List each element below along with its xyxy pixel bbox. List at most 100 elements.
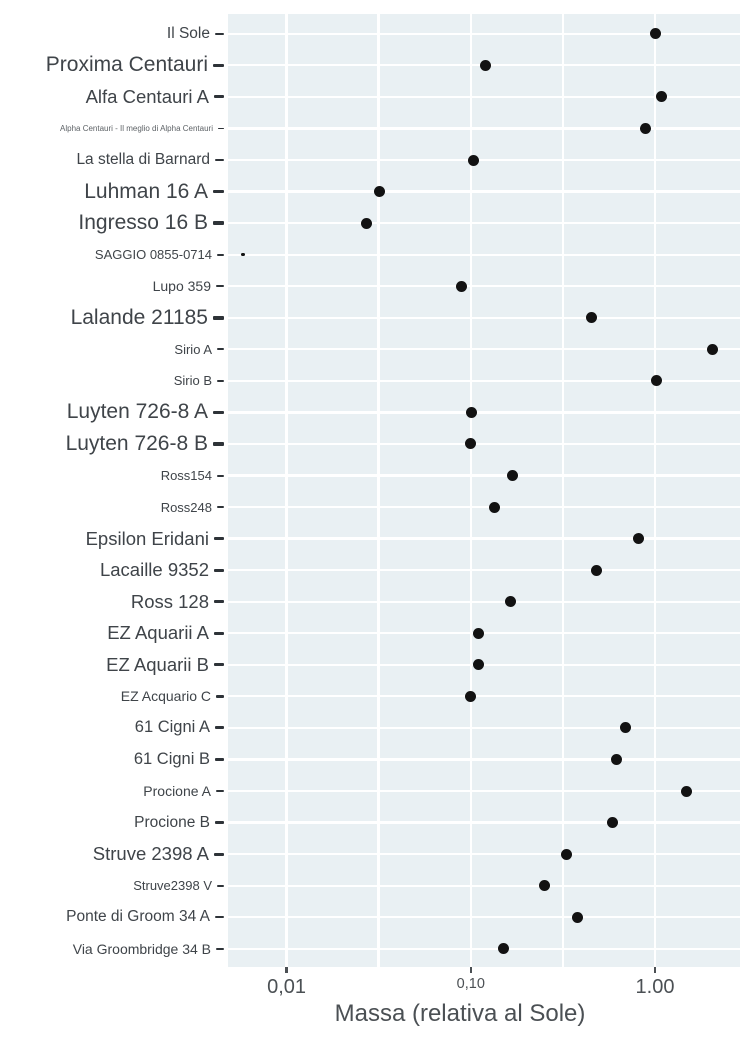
y-gridline	[228, 632, 740, 635]
y-axis-tick-mark	[214, 852, 224, 856]
y-axis-label-row: Procione B	[0, 807, 224, 839]
y-gridline	[228, 758, 740, 761]
y-axis-label-row: 61 Cigni B	[0, 743, 224, 775]
y-axis-tick-mark	[215, 32, 224, 36]
x-axis-tick-mark	[653, 967, 657, 973]
y-axis-tick-mark	[213, 410, 224, 415]
data-point	[488, 501, 500, 513]
data-point	[472, 659, 484, 671]
y-axis-label: 61 Cigni A	[134, 718, 210, 737]
y-gridline	[228, 379, 740, 382]
y-axis-label: Procione A	[143, 783, 211, 799]
data-point	[506, 470, 518, 481]
y-gridline	[228, 852, 740, 856]
y-axis-label: Lacaille 9352	[99, 559, 209, 581]
y-axis-label: Sirio A	[174, 341, 212, 357]
data-point	[681, 785, 693, 797]
y-axis-tick-mark	[213, 63, 224, 68]
y-gridline	[228, 285, 740, 288]
y-axis-label: Via Groombridge 34 B	[72, 940, 211, 957]
y-axis-label: Luyten 726-8 A	[66, 400, 208, 424]
y-gridline	[228, 190, 740, 193]
y-axis-label-row: Ingresso 16 B	[0, 207, 224, 239]
y-axis-label: Struve2398 V	[133, 878, 212, 894]
y-axis-label-row: Luhman 16 A	[0, 176, 224, 208]
y-axis-label: Epsilon Eridani	[85, 527, 209, 549]
y-axis-label: Il Sole	[166, 24, 210, 42]
y-axis-tick-mark	[216, 947, 224, 950]
y-axis-label: La stella di Barnard	[76, 151, 210, 168]
data-point	[505, 596, 517, 608]
y-axis-tick-mark	[216, 789, 224, 793]
y-gridline	[228, 221, 740, 225]
y-axis-label-row: Proxima Centauri	[0, 49, 224, 81]
y-axis-label-row: Lalande 21185	[0, 302, 224, 334]
y-gridline	[228, 95, 740, 99]
y-axis-label: Lalande 21185	[70, 305, 208, 329]
y-axis-tick-mark	[215, 915, 224, 919]
y-axis-tick-mark	[214, 537, 224, 541]
y-axis-label: EZ Aquarii B	[106, 653, 209, 675]
y-axis-label-row: Ross 128	[0, 586, 224, 618]
y-gridline	[228, 442, 740, 446]
y-gridline	[228, 821, 740, 824]
y-axis-tick-mark	[215, 726, 224, 730]
y-gridline	[228, 474, 740, 477]
y-axis-tick-mark	[217, 884, 224, 887]
data-point	[656, 91, 668, 103]
y-axis-label: Alpha Centauri - Il meglio di Alpha Cent…	[60, 123, 213, 133]
y-axis-label: Alfa Centauri A	[85, 85, 209, 107]
y-axis-label: EZ Aquarii A	[107, 622, 209, 644]
x-gridline	[377, 14, 380, 967]
y-axis-label-row: Struve2398 V	[0, 870, 224, 902]
data-point	[585, 312, 597, 324]
y-axis-label: Ross154	[160, 468, 212, 483]
y-axis-label-row: Ponte di Groom 34 A	[0, 901, 224, 933]
y-axis-label-row: EZ Aquarii A	[0, 617, 224, 649]
y-gridline	[228, 127, 740, 130]
y-gridline	[228, 695, 740, 698]
y-axis-label: Luyten 726-8 B	[65, 431, 208, 455]
x-axis-tick-label: 0,01	[267, 976, 307, 998]
y-axis-label-row: EZ Acquario C	[0, 680, 224, 712]
y-axis-tick-mark	[215, 821, 224, 824]
x-gridline	[561, 14, 565, 967]
y-axis-label: 61 Cigni B	[133, 749, 210, 768]
y-axis-label-row: EZ Aquarii B	[0, 649, 224, 681]
y-axis-tick-mark	[214, 568, 224, 572]
y-axis-label-row: Sirio A	[0, 333, 224, 365]
y-axis-tick-mark	[214, 631, 224, 635]
y-axis-tick-mark	[217, 379, 224, 382]
y-gridline	[228, 789, 740, 793]
data-point	[465, 690, 477, 702]
y-gridline	[228, 505, 740, 509]
data-point	[632, 533, 644, 545]
data-point	[640, 122, 652, 134]
data-point	[465, 438, 477, 450]
y-axis-label-row: Sirio B	[0, 365, 224, 397]
y-axis-label: Ponte di Groom 34 A	[66, 908, 210, 926]
data-point	[479, 59, 491, 71]
y-axis-label: Ingresso 16 B	[78, 211, 208, 235]
y-gridline	[228, 726, 740, 730]
y-axis-tick-mark	[213, 316, 224, 320]
y-axis-label: Ross 128	[130, 590, 209, 612]
data-point	[560, 848, 572, 860]
x-axis-tick-label: 1.00	[635, 976, 675, 998]
y-gridline	[228, 569, 740, 572]
y-axis-label-row: Struve 2398 A	[0, 838, 224, 870]
x-axis-tick-mark	[285, 967, 288, 973]
y-axis-tick-mark	[213, 221, 224, 225]
y-axis-tick-mark	[217, 348, 224, 351]
y-gridline	[228, 884, 740, 887]
y-axis-label-row: SAGGIO 0855-0714	[0, 239, 224, 271]
y-gridline	[228, 947, 740, 950]
data-point	[241, 252, 245, 257]
y-axis-tick-mark	[217, 474, 224, 477]
y-axis-label: Proxima Centauri	[45, 53, 208, 77]
y-gridline	[228, 537, 740, 540]
data-point	[360, 217, 372, 229]
y-gridline	[228, 316, 740, 319]
y-gridline	[228, 32, 740, 35]
y-axis-tick-mark	[214, 663, 224, 667]
